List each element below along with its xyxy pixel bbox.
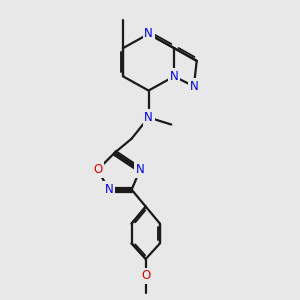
Text: O: O — [93, 163, 102, 176]
Text: O: O — [141, 269, 150, 283]
Text: N: N — [136, 163, 145, 176]
Text: N: N — [170, 70, 178, 83]
Text: N: N — [190, 80, 198, 93]
Text: N: N — [144, 111, 153, 124]
Text: N: N — [105, 183, 113, 196]
Text: N: N — [144, 27, 153, 40]
